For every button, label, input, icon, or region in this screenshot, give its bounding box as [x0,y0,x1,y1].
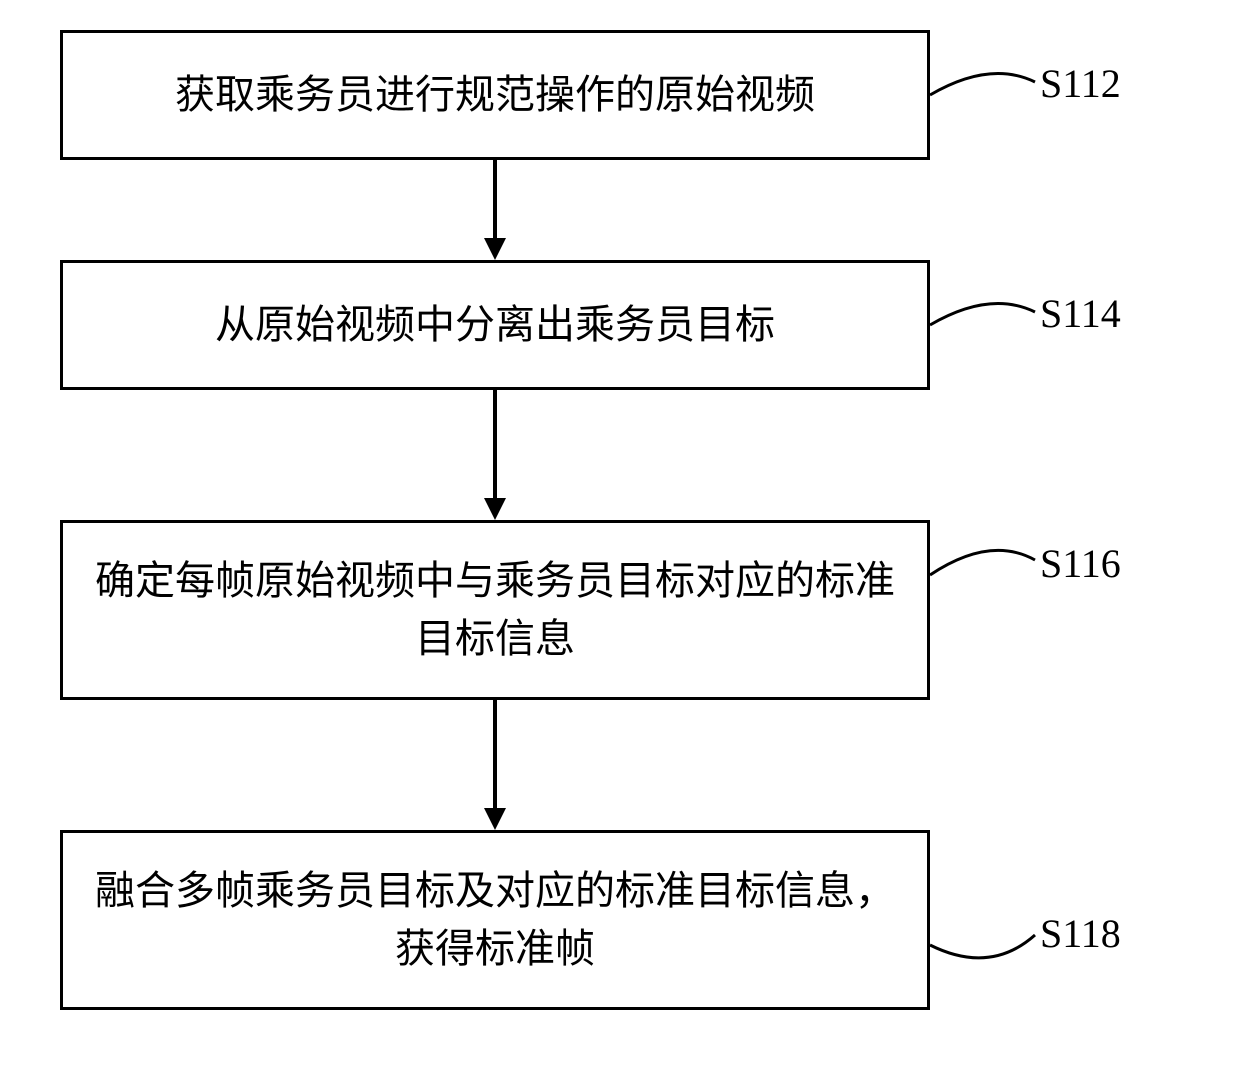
flow-node-s118-text: 融合多帧乘务员目标及对应的标准目标信息，获得标准帧 [83,862,907,978]
flow-node-s114: 从原始视频中分离出乘务员目标 [60,260,930,390]
arrow-s112-s114 [493,160,497,238]
flowchart-canvas: 获取乘务员进行规范操作的原始视频 S112 从原始视频中分离出乘务员目标 S11… [0,0,1240,1065]
arrow-s116-s118 [493,700,497,808]
arrow-s114-s116 [493,390,497,498]
flow-node-s116-text: 确定每帧原始视频中与乘务员目标对应的标准目标信息 [83,552,907,668]
flow-label-s118: S118 [1040,910,1121,957]
flow-label-s112: S112 [1040,60,1121,107]
arrow-head-s114-s116 [484,498,506,520]
flow-node-s112-text: 获取乘务员进行规范操作的原始视频 [175,66,815,124]
arrow-head-s112-s114 [484,238,506,260]
flow-label-s116: S116 [1040,540,1121,587]
flow-label-s114: S114 [1040,290,1121,337]
arrow-head-s116-s118 [484,808,506,830]
flow-node-s114-text: 从原始视频中分离出乘务员目标 [215,296,775,354]
flow-node-s116: 确定每帧原始视频中与乘务员目标对应的标准目标信息 [60,520,930,700]
flow-node-s118: 融合多帧乘务员目标及对应的标准目标信息，获得标准帧 [60,830,930,1010]
flow-node-s112: 获取乘务员进行规范操作的原始视频 [60,30,930,160]
